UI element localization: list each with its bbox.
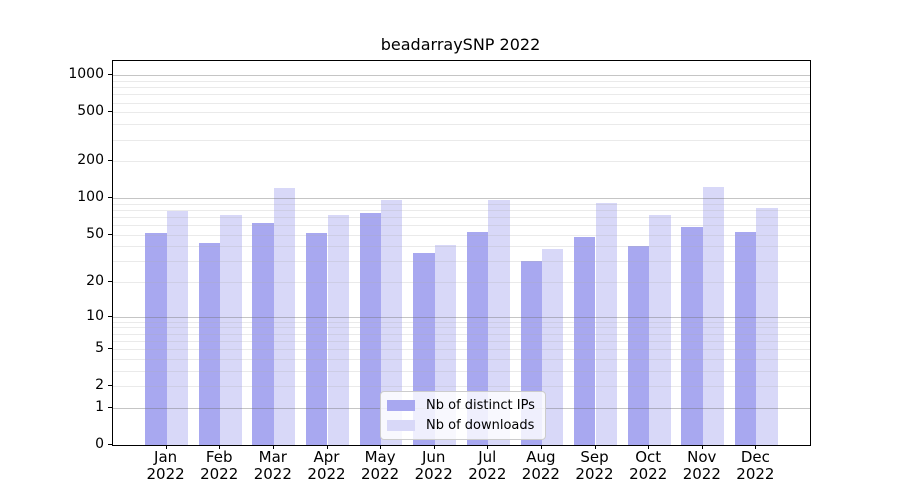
y-tick-label: 5: [95, 340, 104, 357]
x-tick-label: Nov 2022: [682, 448, 721, 483]
x-tick-mark: [648, 445, 650, 449]
x-tick-mark: [755, 445, 757, 449]
bar-downloads-sep: [595, 203, 617, 445]
x-tick-mark: [540, 445, 542, 449]
bar-downloads-oct: [649, 214, 671, 445]
bar-distinct-ips-jan: [145, 232, 167, 445]
bar-distinct-ips-sep: [574, 236, 596, 445]
y-tick-label: 500: [77, 103, 104, 120]
y-tick-mark: [108, 315, 112, 317]
x-axis: Jan 2022 Feb 2022 Mar 2022 Apr 2022 May 2022…: [112, 449, 809, 489]
x-tick-mark: [433, 445, 435, 449]
bar-downloads-jul: [488, 200, 510, 445]
x-tick-label: May 2022: [361, 448, 400, 483]
legend-label: Nb of distinct IPs: [426, 398, 535, 413]
x-tick-label: Apr 2022: [307, 448, 346, 483]
x-tick-mark: [326, 445, 328, 449]
y-tick-mark: [108, 197, 112, 199]
y-tick-mark: [108, 444, 112, 445]
y-tick-mark: [108, 111, 112, 113]
y-tick-mark: [108, 406, 112, 408]
bars-layer: [113, 61, 810, 445]
y-axis: 1000 500 200 100 50 20 10 5 2 1 0: [0, 60, 104, 452]
x-tick-label: Dec 2022: [736, 448, 775, 483]
bar-distinct-ips-apr: [306, 232, 328, 445]
y-tick-label: 2: [95, 377, 104, 394]
bar-distinct-ips-dec: [734, 231, 757, 445]
bar-distinct-ips-nov: [681, 226, 703, 445]
bar-downloads-dec: [756, 207, 778, 445]
y-tick-label: 100: [77, 189, 104, 206]
x-tick-mark: [701, 445, 703, 449]
x-tick-label: Jan 2022: [146, 448, 185, 483]
x-tick-label: Sep 2022: [575, 448, 614, 483]
x-tick-label: Jul 2022: [468, 448, 507, 483]
y-tick-label: 50: [86, 225, 104, 242]
y-tick-label: 10: [86, 307, 104, 324]
x-tick-label: Mar 2022: [253, 448, 292, 483]
y-tick-label: 1: [95, 398, 104, 415]
y-tick-mark: [108, 385, 112, 387]
y-tick-mark: [108, 160, 112, 162]
bar-downloads-mar: [273, 188, 296, 445]
x-tick-mark: [219, 445, 221, 449]
y-tick-mark: [108, 281, 112, 283]
x-tick-mark: [165, 445, 167, 449]
y-tick-label: 20: [86, 273, 104, 290]
legend-label: Nb of downloads: [426, 418, 535, 433]
legend-item: Nb of distinct IPs: [387, 398, 535, 413]
legend-swatch: [387, 400, 415, 411]
x-tick-mark: [272, 445, 274, 449]
x-tick-label: Jun 2022: [414, 448, 453, 483]
y-tick-label: 0: [95, 436, 104, 452]
bar-downloads-aug: [541, 249, 564, 445]
legend: Nb of distinct IPs Nb of downloads: [380, 391, 546, 440]
legend-item: Nb of downloads: [387, 418, 535, 433]
legend-swatch: [387, 420, 415, 431]
bar-distinct-ips-mar: [252, 222, 274, 445]
bar-downloads-nov: [702, 186, 725, 445]
x-tick-label: Aug 2022: [521, 448, 560, 483]
bar-downloads-feb: [220, 214, 242, 445]
y-tick-label: 1000: [68, 66, 104, 83]
y-tick-label: 200: [77, 152, 104, 169]
bar-downloads-may: [381, 200, 403, 445]
bar-distinct-ips-oct: [627, 246, 650, 445]
x-tick-label: Feb 2022: [200, 448, 239, 483]
y-tick-mark: [108, 74, 112, 76]
x-tick-mark: [594, 445, 596, 449]
x-tick-mark: [380, 445, 382, 449]
plot-area: Nb of distinct IPs Nb of downloads: [112, 60, 811, 446]
bar-downloads-jan: [166, 210, 188, 445]
y-tick-mark: [108, 233, 112, 235]
bar-distinct-ips-feb: [198, 242, 221, 445]
x-tick-label: Oct 2022: [629, 448, 668, 483]
x-tick-mark: [487, 445, 489, 449]
bar-downloads-apr: [327, 215, 349, 445]
chart-title: beadarraySNP 2022: [380, 35, 541, 54]
y-tick-mark: [108, 348, 112, 350]
bar-distinct-ips-may: [359, 212, 381, 445]
